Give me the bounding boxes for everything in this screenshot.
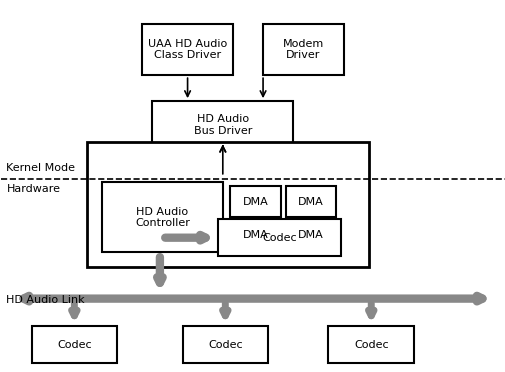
- FancyBboxPatch shape: [142, 23, 232, 75]
- FancyBboxPatch shape: [152, 101, 293, 149]
- Text: Codec: Codec: [353, 340, 388, 350]
- Text: DMA: DMA: [297, 197, 323, 207]
- Text: Codec: Codec: [208, 340, 242, 350]
- Text: DMA: DMA: [242, 197, 268, 207]
- FancyBboxPatch shape: [263, 23, 343, 75]
- Text: Hardware: Hardware: [7, 184, 60, 194]
- FancyBboxPatch shape: [285, 186, 335, 217]
- FancyBboxPatch shape: [328, 326, 413, 363]
- FancyBboxPatch shape: [182, 326, 268, 363]
- Text: Codec: Codec: [262, 233, 296, 243]
- Text: Codec: Codec: [57, 340, 91, 350]
- FancyBboxPatch shape: [31, 326, 117, 363]
- Text: Modem
Driver: Modem Driver: [282, 39, 323, 60]
- FancyBboxPatch shape: [230, 219, 280, 251]
- FancyBboxPatch shape: [230, 186, 280, 217]
- FancyBboxPatch shape: [285, 219, 335, 251]
- Text: UAA HD Audio
Class Driver: UAA HD Audio Class Driver: [147, 39, 227, 60]
- Text: Kernel Mode: Kernel Mode: [7, 163, 75, 173]
- FancyBboxPatch shape: [87, 142, 368, 267]
- Text: DMA: DMA: [242, 230, 268, 240]
- Text: DMA: DMA: [297, 230, 323, 240]
- Text: HD Audio
Bus Driver: HD Audio Bus Driver: [193, 114, 251, 136]
- Text: HD Audio Link: HD Audio Link: [7, 295, 85, 305]
- FancyBboxPatch shape: [217, 219, 340, 256]
- Text: HD Audio
Controller: HD Audio Controller: [135, 206, 189, 228]
- FancyBboxPatch shape: [102, 182, 222, 253]
